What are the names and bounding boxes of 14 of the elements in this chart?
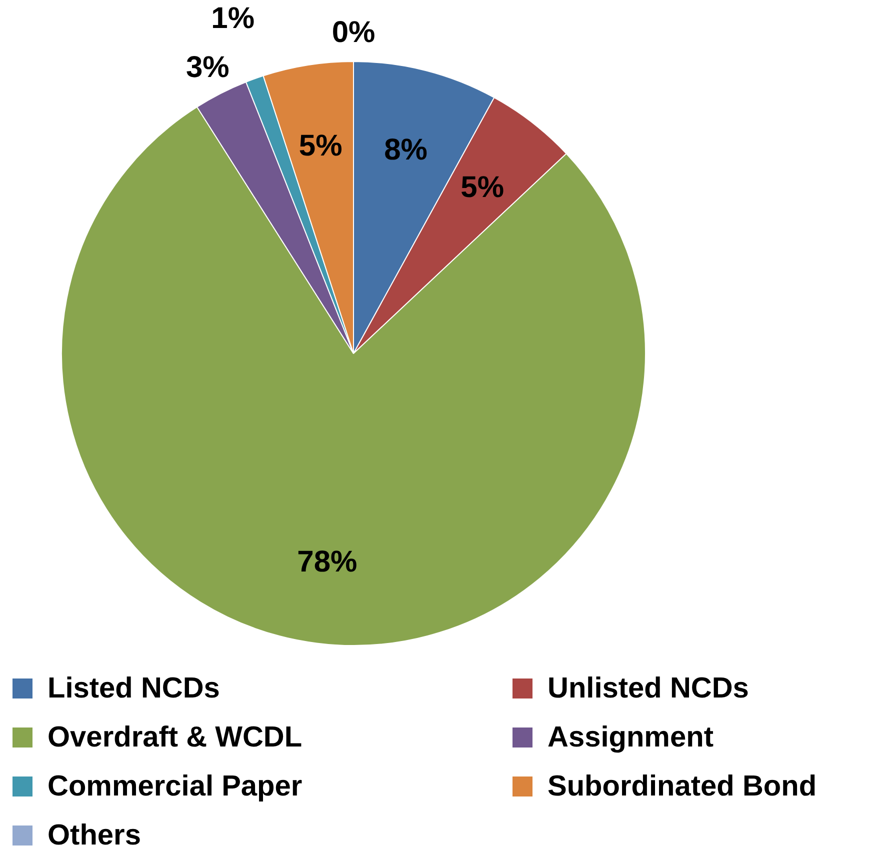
legend-label: Others	[48, 820, 141, 851]
legend-label: Assignment	[548, 722, 714, 754]
legend-label: Listed NCDs	[48, 672, 220, 704]
text: 0%	[332, 16, 376, 49]
legend-label: Overdraft & WCDL	[48, 722, 302, 754]
data-label: 5%	[460, 170, 504, 204]
legend-label: Unlisted NCDs	[548, 672, 749, 704]
legend-label: Subordinated Bond	[548, 770, 817, 802]
data-label: 8%	[384, 133, 428, 166]
data-label: 1%	[211, 2, 255, 35]
data-label: 3%	[186, 50, 230, 84]
legend-label: Commercial Paper	[48, 770, 302, 802]
data-label: 5%	[298, 129, 342, 162]
data-label: 78%	[297, 546, 358, 579]
